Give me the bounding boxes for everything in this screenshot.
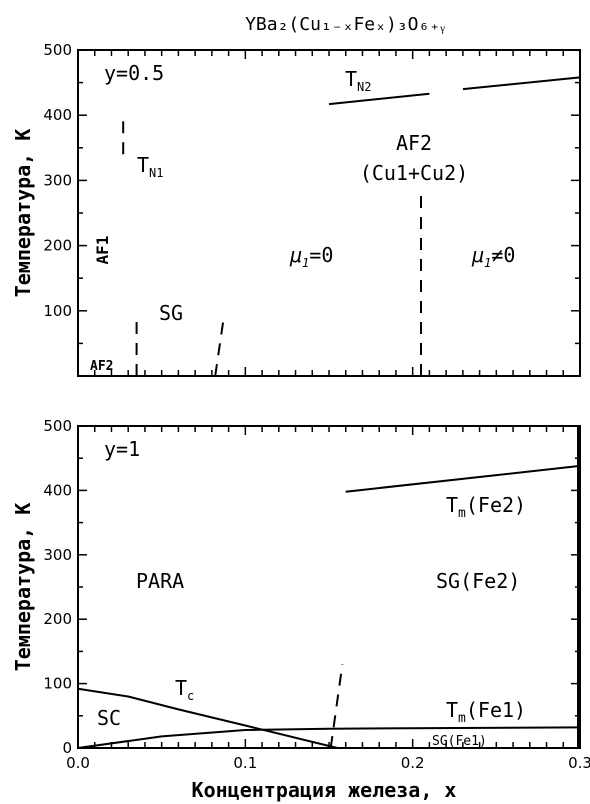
y-tick-label: 100 xyxy=(43,675,72,693)
label-af2-top: AF2 xyxy=(396,131,432,155)
label-af1: AF1 xyxy=(93,236,112,265)
y-tick-label: 400 xyxy=(43,106,72,124)
label-mu-zero: μ1=0 xyxy=(289,243,333,270)
bottom-ticks: 0 100 200 300 400 500 0.0 0.1 0.2 0.3 xyxy=(43,417,590,772)
t-m-fe2--line xyxy=(345,464,581,493)
y-tick-label: 400 xyxy=(43,481,72,499)
x-tick-label: 0.3 xyxy=(568,754,590,772)
y-tick-label: 300 xyxy=(43,546,72,564)
y-tick-label: 200 xyxy=(43,610,72,628)
y-tick-label: 500 xyxy=(43,417,72,435)
y-tick-label: 300 xyxy=(43,171,72,189)
bottom-panel: 0 100 200 300 400 500 0.0 0.1 0.2 0.3 Температура… xyxy=(11,417,590,802)
top-panel: 100 200 300 400 500 Температура, К y=0.5 TN2… xyxy=(11,41,581,377)
label-tn1: TN1 xyxy=(137,153,164,180)
x-tick-label: 0.1 xyxy=(233,754,257,772)
chart-title: YBa₂(Cu₁₋ₓFeₓ)₃O₆₊ᵧ xyxy=(245,14,445,35)
t-n2-line xyxy=(462,76,581,91)
label-tm-fe1: Tm(Fe1) xyxy=(446,698,526,726)
label-tc: Tc xyxy=(175,676,194,703)
y-tick-label: 500 xyxy=(43,41,72,59)
label-sg-fe1: SG(Fe1) xyxy=(432,734,487,749)
bottom-ylabel: Температура, К xyxy=(11,503,35,672)
label-af2-bottom: AF2 xyxy=(90,359,113,374)
label-sg: SG xyxy=(159,301,183,325)
bottom-series xyxy=(77,426,581,749)
t-m-fe1--line xyxy=(77,726,581,749)
top-series xyxy=(122,76,581,377)
y-tick-label: 0 xyxy=(62,739,72,757)
top-panel-label: y=0.5 xyxy=(104,61,164,85)
x-tick-label: 0.0 xyxy=(66,754,90,772)
t-c-line xyxy=(77,687,338,749)
x-tick-label: 0.2 xyxy=(401,754,425,772)
bottom-xlabel: Концентрация железа, x xyxy=(192,778,457,802)
y-tick-label: 100 xyxy=(43,302,72,320)
y-tick-label: 200 xyxy=(43,237,72,255)
top-plot-frame xyxy=(77,49,581,377)
label-para: PARA xyxy=(136,569,184,593)
t-n2-line xyxy=(328,92,430,106)
label-tm-fe2: Tm(Fe2) xyxy=(446,493,526,521)
phase-boundary-line xyxy=(329,664,344,749)
top-ylabel: Температура, К xyxy=(11,129,35,298)
label-sg-fe2: SG(Fe2) xyxy=(436,569,520,593)
label-mu-nonzero: μ1≠0 xyxy=(471,243,515,270)
label-cu1-cu2: (Cu1+Cu2) xyxy=(360,161,468,185)
phase-boundary-line xyxy=(214,318,225,377)
label-tn2: TN2 xyxy=(345,67,372,94)
label-sc: SC xyxy=(97,706,121,730)
top-ticks: 100 200 300 400 500 xyxy=(43,41,581,377)
bottom-panel-label: y=1 xyxy=(104,437,140,461)
